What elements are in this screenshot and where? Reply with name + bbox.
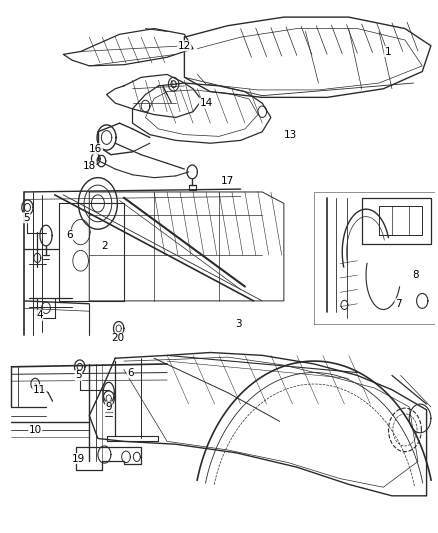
Text: 4: 4: [36, 310, 43, 320]
Text: 3: 3: [235, 319, 242, 329]
Text: 14: 14: [199, 98, 213, 108]
Text: 8: 8: [413, 270, 419, 280]
Text: 5: 5: [75, 370, 82, 381]
Text: 20: 20: [111, 333, 124, 343]
Text: 13: 13: [284, 130, 297, 140]
Text: 19: 19: [72, 454, 85, 464]
Text: 16: 16: [89, 144, 102, 154]
Text: 12: 12: [178, 41, 191, 51]
Text: 5: 5: [23, 213, 30, 223]
Text: 2: 2: [101, 241, 108, 252]
Text: 18: 18: [83, 161, 96, 171]
Text: 10: 10: [28, 425, 42, 435]
Text: 11: 11: [33, 385, 46, 395]
Text: 17: 17: [221, 175, 234, 185]
Text: 1: 1: [384, 46, 391, 56]
Text: 6: 6: [127, 368, 134, 377]
Text: 6: 6: [67, 230, 73, 240]
Text: 9: 9: [106, 402, 112, 412]
Text: 7: 7: [395, 299, 402, 309]
